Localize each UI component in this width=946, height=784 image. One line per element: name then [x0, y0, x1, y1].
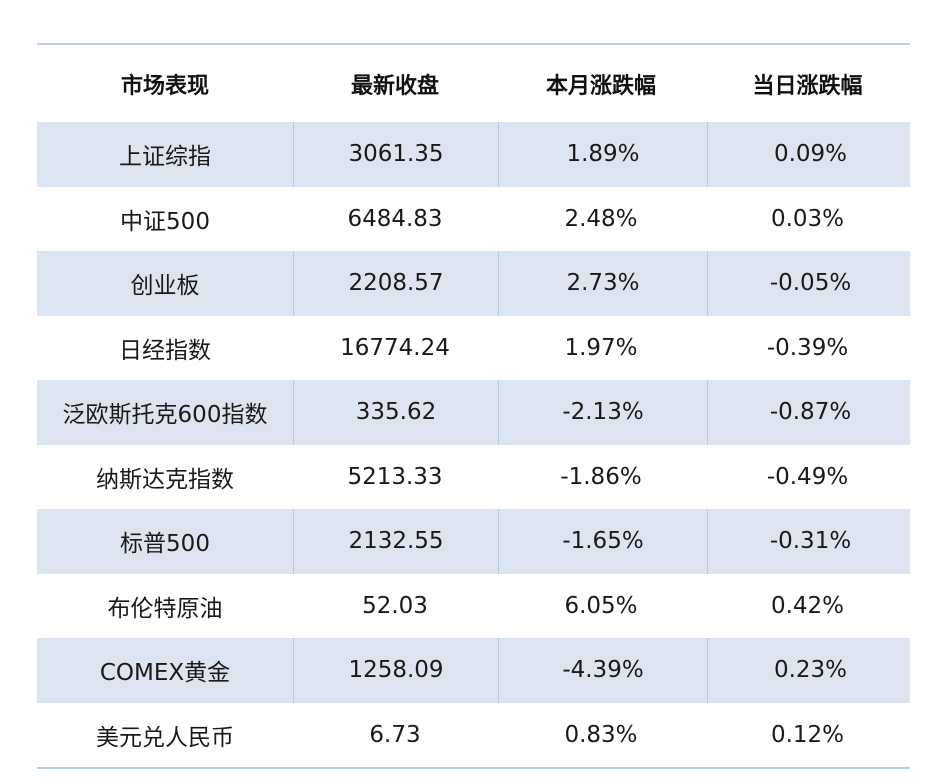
row-day-change: -0.49%	[766, 463, 849, 490]
row-latest-close: 6484.83	[347, 205, 443, 232]
row-day-change: -0.87%	[707, 380, 913, 445]
row-latest-close: 6.73	[369, 721, 421, 748]
row-month-change: 6.05%	[564, 592, 638, 619]
table-row: 上证综指 3061.35 1.89% 0.09%	[37, 122, 910, 187]
row-month-change: 0.83%	[564, 721, 638, 748]
row-market-name: 创业板	[130, 273, 200, 300]
row-market-name: 纳斯达克指数	[96, 466, 234, 493]
row-month-change: -2.13%	[498, 380, 707, 445]
row-latest-close: 5213.33	[347, 463, 443, 490]
row-latest-close: 16774.24	[340, 334, 450, 361]
row-market-name: COMEX黄金	[99, 660, 231, 687]
row-latest-close: 3061.35	[293, 122, 498, 187]
row-market-name: 上证综指	[119, 144, 211, 171]
row-latest-close: 1258.09	[293, 638, 498, 703]
table-row: 标普500 2132.55 -1.65% -0.31%	[37, 509, 910, 574]
header-latest-close: 最新收盘	[350, 73, 439, 99]
table-header: 市场表现 最新收盘 本月涨跌幅 当日涨跌幅	[37, 45, 910, 122]
row-market-name: 泛欧斯托克600指数	[62, 402, 268, 429]
header-market: 市场表现	[120, 73, 209, 99]
table-bottom-rule	[37, 767, 910, 769]
table-row: 中证500 6484.83 2.48% 0.03%	[37, 187, 910, 252]
row-latest-close: 52.03	[362, 592, 428, 619]
table-row: 日经指数 16774.24 1.97% -0.39%	[37, 316, 910, 381]
row-market-name: 布伦特原油	[107, 595, 223, 622]
table-row: 纳斯达克指数 5213.33 -1.86% -0.49%	[37, 445, 910, 510]
table-row: 泛欧斯托克600指数 335.62 -2.13% -0.87%	[37, 380, 910, 445]
table-top-rule	[37, 43, 910, 45]
row-month-change: 2.48%	[564, 205, 638, 232]
row-day-change: 0.03%	[770, 205, 845, 232]
row-day-change: 0.42%	[770, 592, 845, 619]
row-month-change: -1.86%	[560, 463, 642, 490]
row-day-change: -0.05%	[707, 251, 913, 316]
row-day-change: 0.09%	[707, 122, 913, 187]
row-month-change: -1.65%	[498, 509, 707, 574]
table-row: COMEX黄金 1258.09 -4.39% 0.23%	[37, 638, 910, 703]
row-day-change: 0.23%	[707, 638, 913, 703]
row-day-change: -0.39%	[766, 334, 849, 361]
row-market-name: 美元兑人民币	[96, 724, 234, 751]
row-market-name: 日经指数	[119, 337, 211, 364]
table-row: 布伦特原油 52.03 6.05% 0.42%	[37, 574, 910, 639]
row-day-change: -0.31%	[707, 509, 913, 574]
table-row: 创业板 2208.57 2.73% -0.05%	[37, 251, 910, 316]
market-table: 市场表现 最新收盘 本月涨跌幅 当日涨跌幅 上证综指 3061.35 1.89%…	[37, 43, 910, 769]
row-month-change: 1.89%	[498, 122, 707, 187]
row-month-change: 1.97%	[564, 334, 638, 361]
header-day-change: 当日涨跌幅	[752, 73, 863, 99]
row-market-name: 标普500	[120, 531, 210, 558]
table-row: 美元兑人民币 6.73 0.83% 0.12%	[37, 703, 910, 768]
row-month-change: -4.39%	[498, 638, 707, 703]
row-day-change: 0.12%	[770, 721, 845, 748]
row-latest-close: 335.62	[293, 380, 498, 445]
header-month-change: 本月涨跌幅	[545, 73, 656, 99]
row-month-change: 2.73%	[498, 251, 707, 316]
row-latest-close: 2132.55	[293, 509, 498, 574]
row-latest-close: 2208.57	[293, 251, 498, 316]
row-market-name: 中证500	[120, 208, 210, 235]
